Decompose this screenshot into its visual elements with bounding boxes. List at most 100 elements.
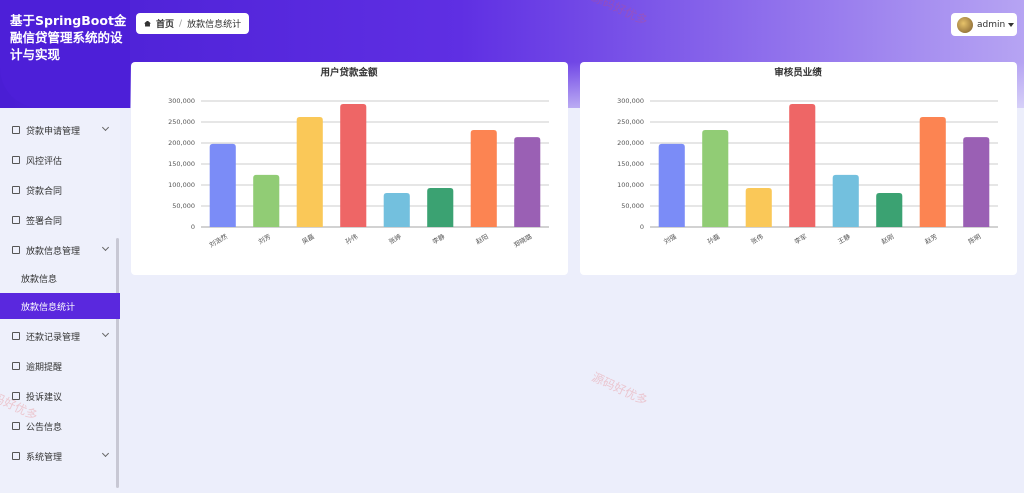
menu-label: 系统管理 — [26, 452, 63, 463]
menu-icon — [12, 332, 20, 340]
menu-item[interactable]: 贷款合同 — [0, 177, 120, 203]
x-tick-label: 孙磊 — [705, 231, 721, 246]
menu-icon — [12, 156, 20, 164]
scrollbar — [116, 238, 119, 488]
bar — [832, 174, 859, 227]
watermark: 源码好优多 — [589, 369, 650, 408]
home-icon — [144, 20, 151, 27]
username: admin — [977, 19, 1006, 30]
x-tick-label: 李军 — [792, 231, 808, 246]
menu-item[interactable]: 还款记录管理 — [0, 323, 120, 349]
bar — [919, 116, 946, 227]
bar — [789, 103, 816, 227]
breadcrumb-item[interactable]: 首页 — [156, 20, 175, 30]
breadcrumb-item: 放款信息统计 — [187, 20, 242, 30]
x-tick-label: 郑晓璐 — [512, 231, 534, 249]
bar — [702, 129, 729, 227]
bar — [340, 103, 367, 227]
menu-icon — [12, 452, 20, 460]
menu-label: 公告信息 — [26, 422, 63, 433]
expand-arrow — [101, 449, 110, 458]
user-menu[interactable]: admin — [951, 13, 1017, 36]
bar — [658, 143, 685, 227]
submenu-item[interactable]: 放款信息 — [0, 265, 120, 291]
menu-item[interactable]: 逾期提醒 — [0, 353, 120, 379]
x-tick-label: 张婷 — [387, 231, 403, 246]
menu-label: 贷款申请管理 — [26, 126, 81, 137]
expand-arrow — [101, 123, 110, 132]
y-tick-label: 50,000 — [172, 202, 195, 210]
expand-arrow — [101, 329, 110, 338]
menu-label: 还款记录管理 — [26, 332, 81, 343]
breadcrumb: 首页 / 放款信息统计 — [136, 13, 250, 34]
bar — [876, 192, 903, 227]
chart-card: 审核员业绩 0 50,000 100,000 150,000 200,000 250,000… — [580, 62, 1017, 275]
x-tick-label: 刘芳 — [256, 231, 272, 246]
menu-icon — [12, 126, 20, 134]
chart-title: 审核员业绩 — [774, 67, 822, 79]
caret — [1008, 22, 1015, 27]
menu-icon — [12, 362, 20, 370]
y-tick-label: 100,000 — [617, 181, 644, 189]
y-tick-label: 250,000 — [617, 118, 644, 126]
menu-item[interactable]: 签署合同 — [0, 207, 120, 233]
y-tick-label: 100,000 — [168, 181, 195, 189]
menu-label: 放款信息管理 — [26, 246, 81, 257]
avatar — [957, 16, 973, 33]
y-tick-label: 300,000 — [168, 97, 195, 105]
menu-icon — [12, 422, 20, 430]
chart: 用户贷款金额 0 50,000 100,000 150,000 200,000 250,00… — [168, 67, 549, 249]
menu-label: 风控评估 — [26, 156, 63, 167]
menu-item[interactable]: 公告信息 — [0, 413, 120, 439]
menu-item[interactable]: 放款信息管理 — [0, 237, 120, 263]
bar — [470, 129, 497, 227]
menu-icon — [12, 216, 20, 224]
menu-icon — [12, 392, 20, 400]
bar — [296, 116, 323, 227]
submenu-item[interactable]: 放款信息统计 — [0, 293, 120, 319]
y-tick-label: 250,000 — [168, 118, 195, 126]
y-tick-label: 200,000 — [168, 139, 195, 147]
bar — [963, 137, 990, 227]
bar — [253, 174, 280, 227]
menu-label: 投诉建议 — [26, 392, 63, 403]
x-tick-label: 李静 — [430, 231, 446, 246]
y-tick-label: 300,000 — [617, 97, 644, 105]
x-tick-label: 刘强 — [662, 231, 678, 246]
chart-title: 用户贷款金额 — [319, 67, 378, 79]
menu-item[interactable]: 贷款申请管理 — [0, 117, 120, 143]
y-tick-label: 0 — [191, 223, 195, 231]
y-tick-label: 200,000 — [617, 139, 644, 147]
x-tick-label: 赵芳 — [923, 231, 939, 246]
breadcrumb-separator: / — [179, 18, 183, 29]
bar — [745, 187, 772, 227]
menu-label: 签署合同 — [26, 216, 63, 227]
x-tick-label: 孙伟 — [343, 231, 359, 246]
x-tick-label: 王静 — [836, 231, 852, 246]
submenu-label: 放款信息 — [21, 274, 58, 285]
system-title: 基于SpringBoot金融信贷管理系统的设计与实现 — [10, 13, 127, 62]
expand-arrow — [101, 243, 110, 252]
menu-icon — [12, 246, 20, 254]
y-tick-label: 0 — [640, 223, 644, 231]
y-tick-label: 150,000 — [168, 160, 195, 168]
x-tick-label: 刘浩然 — [207, 231, 229, 249]
bar — [514, 137, 541, 227]
menu-item[interactable]: 投诉建议 — [0, 383, 120, 409]
menu-item[interactable]: 风控评估 — [0, 147, 120, 173]
bar — [383, 192, 410, 227]
x-tick-label: 赵刚 — [879, 232, 895, 246]
menu-item[interactable]: 系统管理 — [0, 443, 120, 469]
x-tick-label: 陈明 — [966, 231, 982, 246]
y-tick-label: 50,000 — [621, 202, 644, 210]
bar — [427, 187, 454, 227]
y-tick-label: 150,000 — [617, 160, 644, 168]
x-tick-label: 张伟 — [749, 231, 765, 246]
x-tick-label: 吴磊 — [300, 232, 316, 246]
sidebar-header — [0, 0, 130, 108]
submenu-label: 放款信息统计 — [21, 302, 76, 313]
menu-label: 逾期提醒 — [26, 362, 63, 373]
x-tick-label: 赵阳 — [474, 232, 490, 246]
chart-card: 用户贷款金额 0 50,000 100,000 150,000 200,000 250,00… — [131, 62, 568, 275]
